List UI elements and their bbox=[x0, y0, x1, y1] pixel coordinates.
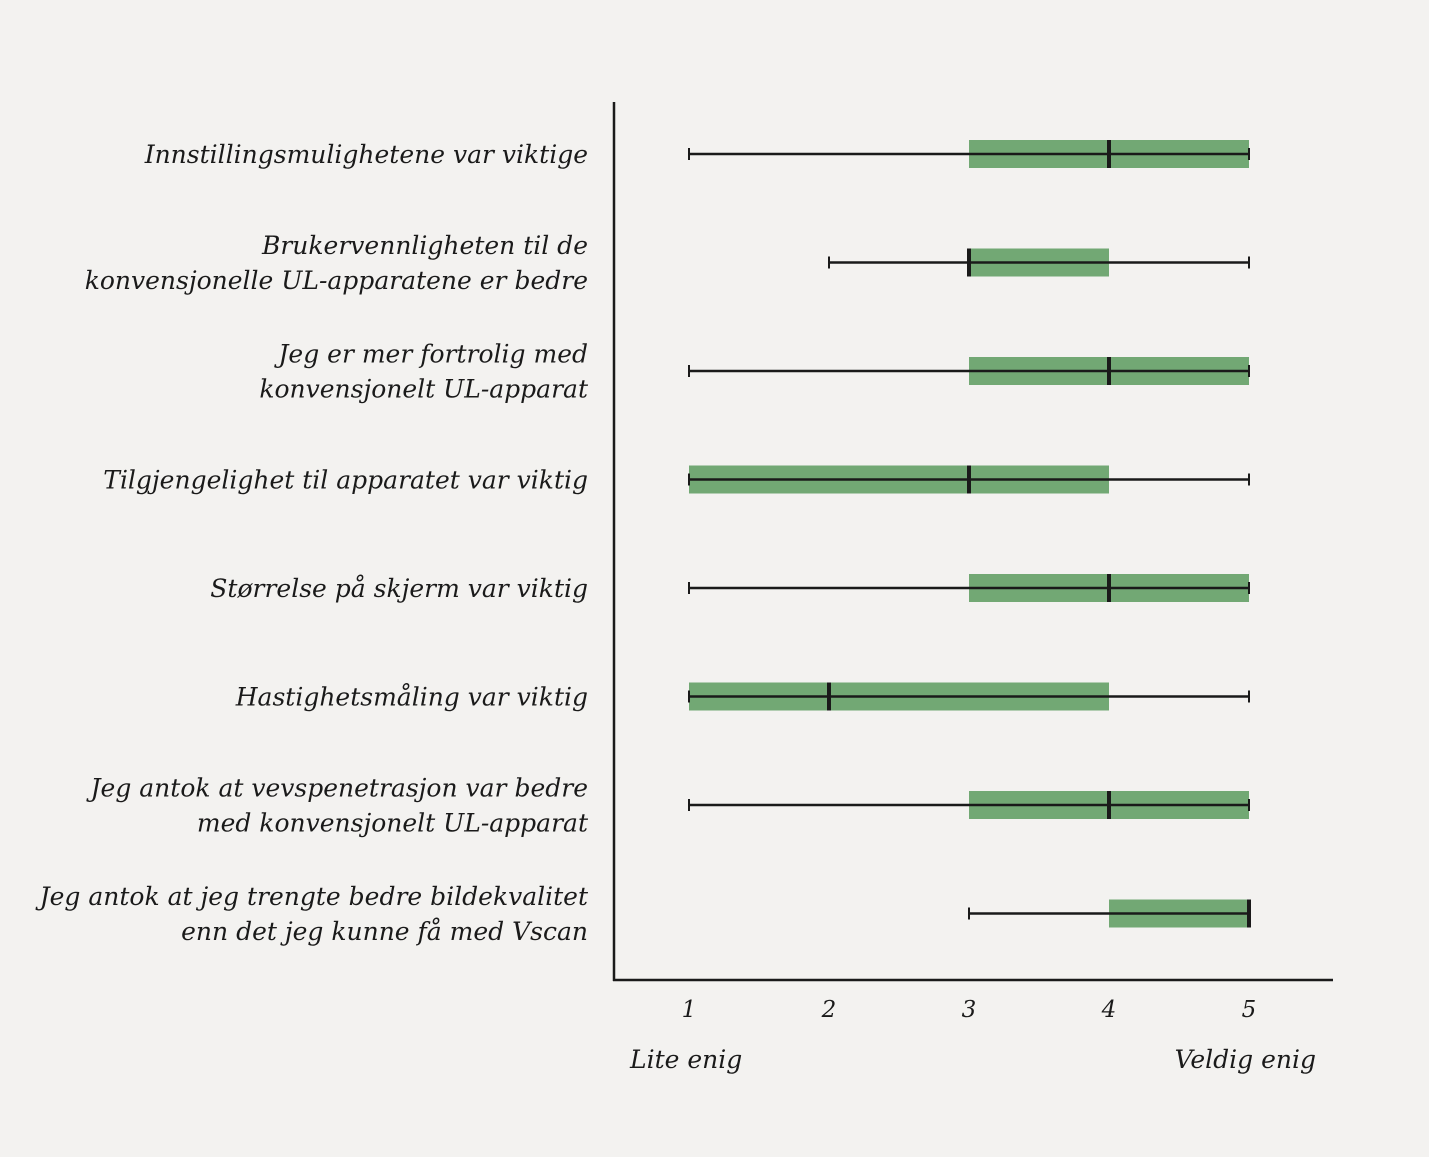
x-tick-label: 2 bbox=[821, 997, 837, 1023]
category-label-line: Jeg er mer fortrolig med bbox=[273, 340, 588, 369]
x-tick-label: 5 bbox=[1242, 997, 1257, 1023]
box-row-5: Størrelse på skjerm var viktig bbox=[210, 574, 1250, 603]
category-label-line: Størrelse på skjerm var viktig bbox=[210, 574, 588, 603]
category-label: Brukervennligheten til de konvensjonelle … bbox=[85, 231, 588, 295]
category-label: Tilgjengelighet til apparatet var viktig bbox=[103, 466, 588, 495]
category-label-line: Innstillingsmulighetene var viktige bbox=[144, 140, 588, 169]
box-row-4: Tilgjengelighet til apparatet var viktig bbox=[103, 465, 1250, 495]
category-label-line: enn det jeg kunne få med Vscan bbox=[181, 917, 588, 946]
category-label-line: med konvensjonelt UL-apparat bbox=[197, 809, 589, 838]
category-label-line: Hastighetsmåling var viktig bbox=[235, 683, 588, 712]
category-label-line: konvensjonelt UL-apparat bbox=[259, 375, 589, 404]
box-row-2: Brukervennligheten til de konvensjonelle … bbox=[85, 231, 1250, 295]
category-label: Jeg er mer fortrolig med konvensjonelt UL… bbox=[259, 340, 589, 404]
category-label-line: Jeg antok at jeg trengte bedre bildekval… bbox=[35, 882, 589, 911]
x-low-end-label: Lite enig bbox=[629, 1045, 742, 1074]
category-label-line: Brukervennligheten til de bbox=[261, 231, 588, 260]
box-row-3: Jeg er mer fortrolig med konvensjonelt UL… bbox=[259, 340, 1250, 404]
box-row-8: Jeg antok at jeg trengte bedre bildekval… bbox=[35, 882, 1251, 946]
category-label: Jeg antok at jeg trengte bedre bildekval… bbox=[35, 882, 589, 946]
category-label: Jeg antok at vevspenetrasjon var bedre me… bbox=[86, 774, 589, 838]
category-label-line: konvensjonelle UL-apparatene er bedre bbox=[85, 266, 588, 295]
x-tick-labels: 1 2 3 4 5 bbox=[682, 997, 1257, 1023]
category-label-line: Jeg antok at vevspenetrasjon var bedre bbox=[86, 774, 589, 803]
category-label: Innstillingsmulighetene var viktige bbox=[144, 140, 588, 169]
category-label: Hastighetsmåling var viktig bbox=[235, 683, 588, 712]
box-row-7: Jeg antok at vevspenetrasjon var bedre me… bbox=[86, 774, 1250, 838]
x-high-end-label: Veldig enig bbox=[1175, 1045, 1316, 1074]
box-row-1: Innstillingsmulighetene var viktige bbox=[144, 140, 1250, 169]
x-tick-label: 3 bbox=[962, 997, 977, 1023]
box-row-6: Hastighetsmåling var viktig bbox=[235, 682, 1250, 712]
x-tick-label: 1 bbox=[682, 997, 697, 1023]
category-label-line: Tilgjengelighet til apparatet var viktig bbox=[103, 466, 588, 495]
category-label: Størrelse på skjerm var viktig bbox=[210, 574, 588, 603]
plot-rows: Innstillingsmulighetene var viktige Bruke… bbox=[35, 140, 1251, 946]
x-tick-label: 4 bbox=[1101, 997, 1117, 1023]
